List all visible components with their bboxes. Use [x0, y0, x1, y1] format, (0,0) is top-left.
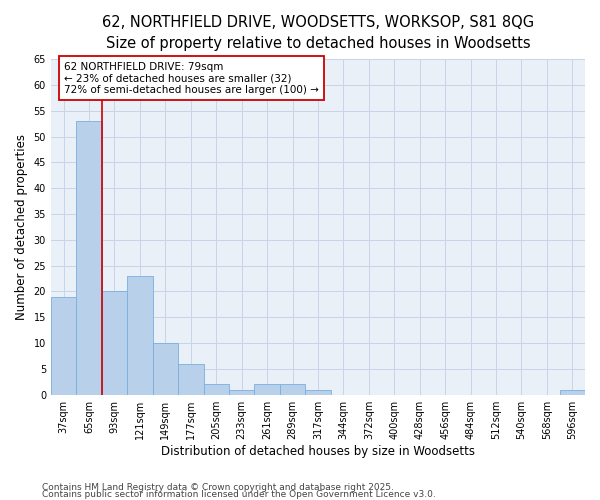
Y-axis label: Number of detached properties: Number of detached properties	[15, 134, 28, 320]
Text: 62 NORTHFIELD DRIVE: 79sqm
← 23% of detached houses are smaller (32)
72% of semi: 62 NORTHFIELD DRIVE: 79sqm ← 23% of deta…	[64, 62, 319, 95]
Bar	[560, 390, 585, 394]
Bar	[229, 390, 254, 394]
Bar	[51, 296, 76, 394]
Text: Contains HM Land Registry data © Crown copyright and database right 2025.: Contains HM Land Registry data © Crown c…	[42, 484, 394, 492]
X-axis label: Distribution of detached houses by size in Woodsetts: Distribution of detached houses by size …	[161, 444, 475, 458]
Bar	[178, 364, 203, 394]
Bar	[76, 121, 102, 394]
Bar	[254, 384, 280, 394]
Bar	[152, 343, 178, 394]
Bar	[102, 292, 127, 395]
Title: 62, NORTHFIELD DRIVE, WOODSETTS, WORKSOP, S81 8QG
Size of property relative to d: 62, NORTHFIELD DRIVE, WOODSETTS, WORKSOP…	[102, 15, 534, 51]
Bar	[305, 390, 331, 394]
Bar	[127, 276, 152, 394]
Bar	[203, 384, 229, 394]
Bar	[280, 384, 305, 394]
Text: Contains public sector information licensed under the Open Government Licence v3: Contains public sector information licen…	[42, 490, 436, 499]
